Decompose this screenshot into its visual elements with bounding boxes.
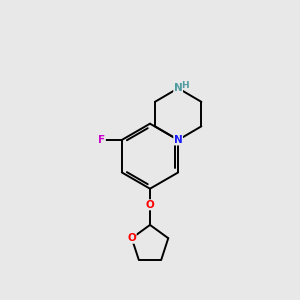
Text: N: N bbox=[174, 83, 182, 93]
Text: O: O bbox=[146, 200, 154, 210]
Text: H: H bbox=[181, 81, 189, 90]
Text: N: N bbox=[174, 135, 182, 145]
Text: O: O bbox=[128, 233, 136, 243]
Text: F: F bbox=[98, 135, 105, 145]
